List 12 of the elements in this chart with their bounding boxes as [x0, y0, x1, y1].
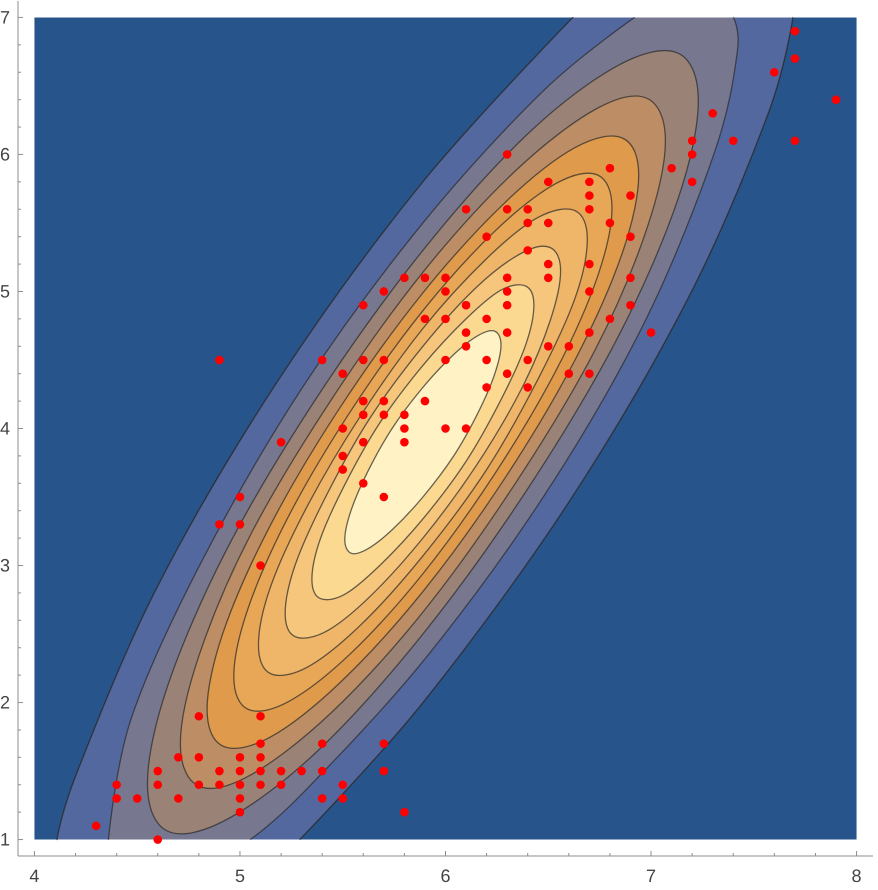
x-tick-label: 5: [234, 866, 245, 886]
x-tick-label: 8: [852, 866, 862, 886]
y-tick-label: 1: [0, 830, 10, 850]
x-tick-label: 7: [646, 866, 656, 886]
y-tick-label: 2: [0, 692, 10, 713]
x-tick-label: 4: [29, 866, 40, 886]
y-tick-label: 6: [0, 144, 10, 164]
y-tick-label: 7: [0, 7, 10, 28]
x-tick-label: 6: [440, 866, 451, 886]
y-tick-label: 3: [0, 556, 10, 576]
y-tick-label: 5: [0, 281, 10, 302]
y-tick-label: 4: [0, 418, 10, 438]
